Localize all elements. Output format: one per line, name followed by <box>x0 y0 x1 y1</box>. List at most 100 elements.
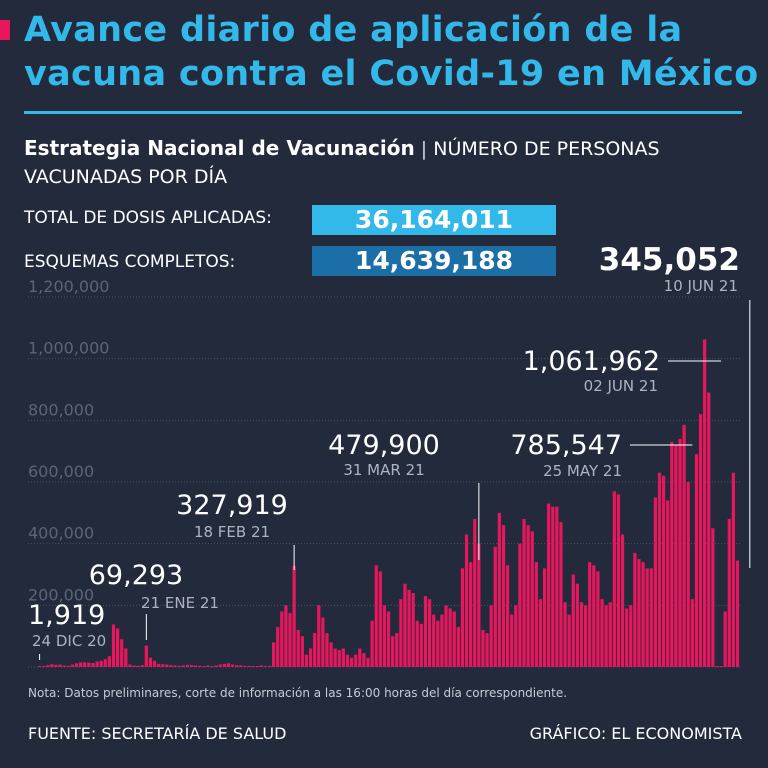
data-bar <box>124 648 128 667</box>
data-bar <box>682 424 686 667</box>
data-bar <box>103 659 107 667</box>
data-bar <box>226 663 231 667</box>
data-bar <box>522 519 526 667</box>
data-bar <box>678 438 682 667</box>
y-tick-label: 200,000 <box>28 585 94 604</box>
data-bar <box>571 574 575 667</box>
data-bar <box>148 657 153 667</box>
data-bar <box>698 414 703 667</box>
complete-schemes-value: 14,639,188 <box>312 246 556 276</box>
data-bar <box>38 666 42 667</box>
data-bar <box>288 613 292 667</box>
data-bar <box>251 666 255 667</box>
data-bar <box>144 645 148 667</box>
footnote: Nota: Datos preliminares, corte de infor… <box>28 686 568 700</box>
data-bar <box>592 565 596 667</box>
data-bar <box>526 525 530 667</box>
data-bar <box>54 664 58 667</box>
data-bar <box>395 633 399 667</box>
data-bar <box>304 654 309 667</box>
data-bar <box>87 662 91 667</box>
data-bar <box>157 663 161 667</box>
data-bar <box>588 562 592 667</box>
data-bar <box>584 605 588 667</box>
data-bar <box>161 664 165 667</box>
data-bar <box>399 599 403 667</box>
data-bar <box>341 648 345 667</box>
data-bar <box>74 663 79 667</box>
data-bar <box>169 665 173 667</box>
total-doses-label: TOTAL DE DOSIS APLICADAS: <box>24 208 272 228</box>
data-bar <box>247 666 251 667</box>
data-bar <box>620 534 625 667</box>
data-bar <box>567 614 571 667</box>
data-bar <box>464 534 469 667</box>
source-label: FUENTE: SECRETARÍA DE SALUD <box>28 724 287 743</box>
data-bar <box>469 562 473 667</box>
data-bar <box>62 665 66 667</box>
data-bar <box>625 608 629 667</box>
data-bar <box>222 663 226 667</box>
data-bar <box>440 614 444 667</box>
data-bar <box>132 665 136 667</box>
data-bar <box>333 648 337 667</box>
annotation-value: 69,293 <box>89 560 183 591</box>
annotation-value: 327,919 <box>176 490 288 521</box>
data-bar <box>46 665 50 667</box>
data-bar <box>280 611 284 667</box>
data-bar <box>600 599 604 667</box>
data-bar <box>727 519 731 667</box>
data-bar <box>538 599 543 667</box>
data-bar <box>662 475 666 667</box>
y-tick-label: 600,000 <box>28 462 94 481</box>
data-bar <box>707 392 711 667</box>
data-bar <box>230 664 235 667</box>
complete-schemes-label: ESQUEMAS COMPLETOS: <box>24 252 236 272</box>
data-bar <box>403 583 407 667</box>
data-bar <box>325 633 329 667</box>
data-bar <box>267 666 272 667</box>
annotation-date: 24 DIC 20 <box>32 632 106 650</box>
data-bar <box>116 628 120 667</box>
data-bar <box>415 620 419 667</box>
data-bar <box>235 665 239 667</box>
data-bar <box>79 662 83 667</box>
annotation-date: 02 JUN 21 <box>584 377 658 395</box>
data-bar <box>419 623 423 667</box>
data-bar <box>70 664 75 667</box>
data-bar <box>185 664 189 667</box>
data-bar <box>317 605 321 667</box>
y-tick-label: 1,200,000 <box>28 277 109 296</box>
data-bar <box>99 660 103 667</box>
data-bar <box>345 654 350 667</box>
data-bar <box>616 494 621 667</box>
data-bar <box>321 617 325 667</box>
data-bar <box>608 602 612 667</box>
credit-label: GRÁFICO: EL ECONOMISTA <box>529 724 742 743</box>
data-bar <box>243 665 247 667</box>
data-bar <box>91 662 95 667</box>
y-tick-label: 1,000,000 <box>28 339 109 358</box>
data-bar <box>719 666 723 667</box>
data-bar <box>473 519 477 667</box>
data-bar <box>555 506 559 667</box>
data-bar <box>313 633 317 667</box>
data-bar <box>210 666 214 667</box>
data-bar <box>272 642 276 667</box>
data-bar <box>456 626 460 667</box>
annotation-date: 31 MAR 21 <box>343 461 424 479</box>
data-bar <box>493 546 497 667</box>
data-bar <box>284 605 288 667</box>
annotation-value: 785,547 <box>510 430 622 461</box>
data-bar <box>206 665 210 667</box>
data-bar <box>653 497 657 667</box>
data-bar <box>136 665 140 667</box>
data-bar <box>501 525 506 667</box>
data-bar <box>128 664 132 667</box>
data-bar <box>366 657 370 667</box>
data-bar <box>428 599 432 667</box>
data-bar <box>165 664 169 667</box>
data-bar <box>58 664 62 667</box>
data-bar <box>50 664 54 667</box>
